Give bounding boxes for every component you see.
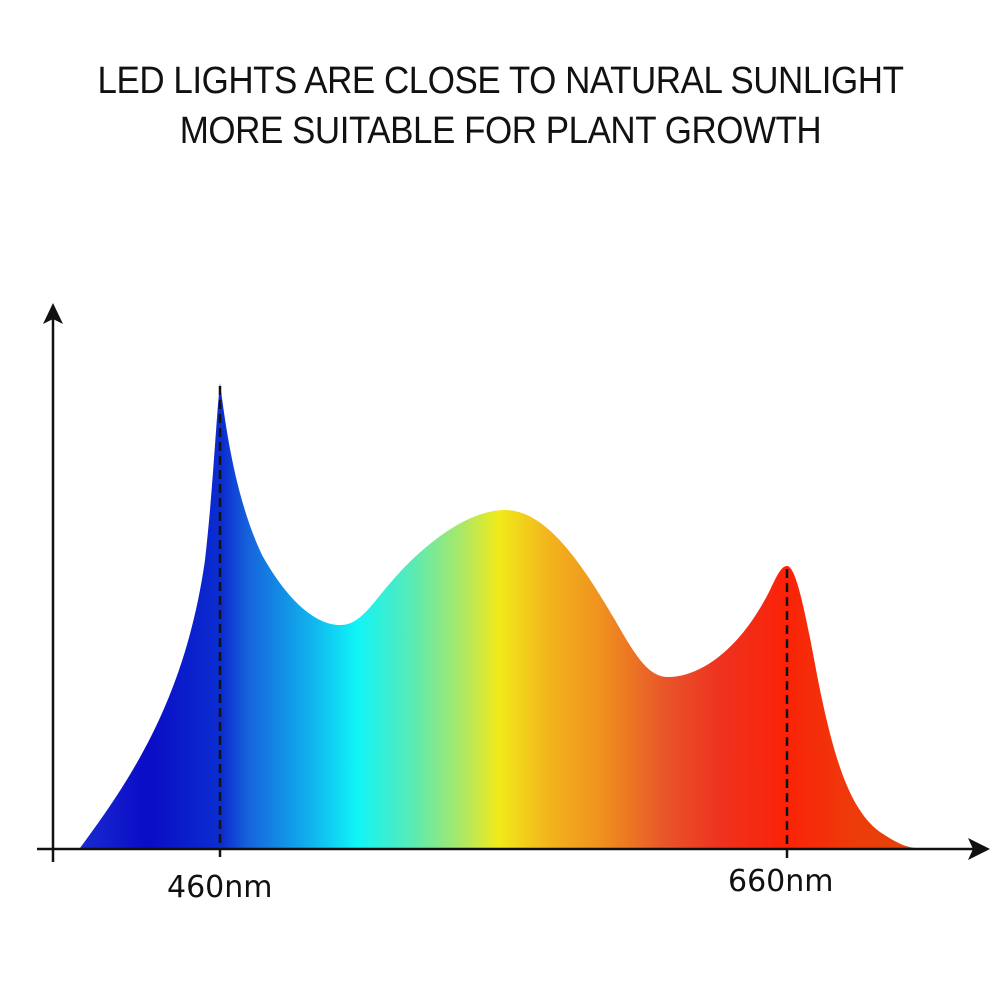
chart-title-line-1: LED LIGHTS ARE CLOSE TO NATURAL SUNLIGHT bbox=[97, 60, 904, 102]
spectrum-area bbox=[80, 383, 918, 848]
tick-label-460nm: 460nm bbox=[167, 870, 273, 905]
y-axis-arrow-icon bbox=[43, 303, 63, 324]
x-axis-arrow-icon bbox=[968, 838, 990, 860]
tick-label-660nm: 660nm bbox=[728, 864, 834, 899]
chart-title-line-2: MORE SUITABLE FOR PLANT GROWTH bbox=[179, 110, 822, 152]
